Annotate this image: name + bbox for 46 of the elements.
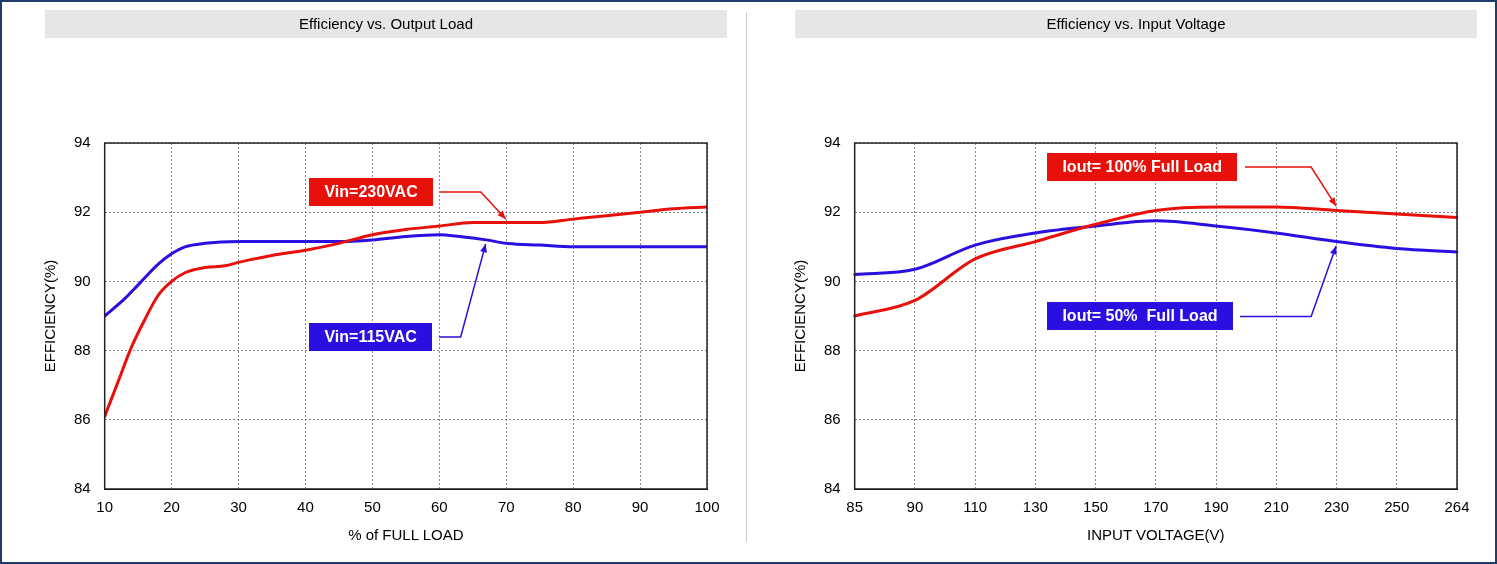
- line-series: [104, 205, 707, 418]
- x-tick-label: 20: [163, 498, 180, 516]
- x-tick-label: 190: [1203, 498, 1229, 516]
- y-tick-label: 88: [824, 340, 841, 358]
- y-tick-label: 84: [74, 479, 91, 497]
- x-tick-label: 90: [631, 498, 649, 516]
- x-tick-label: 264: [1444, 498, 1470, 516]
- y-tick-label: 94: [74, 133, 91, 151]
- y-axis-title: EFFICIENCY(%): [41, 259, 59, 373]
- x-tick-label: 10: [96, 498, 114, 516]
- x-tick-label: 40: [297, 498, 314, 516]
- x-tick-label: 150: [1083, 498, 1109, 516]
- y-tick-label: 90: [824, 271, 841, 289]
- line-series: [104, 233, 707, 318]
- y-tick-label: 92: [74, 202, 91, 220]
- y-tick-label: 94: [824, 133, 841, 151]
- x-tick-label: 250: [1384, 498, 1410, 516]
- x-axis-title: % of FULL LOAD: [348, 526, 464, 544]
- x-tick-label: 230: [1324, 498, 1350, 516]
- x-tick-label: 80: [564, 498, 582, 516]
- x-tick-label: 85: [846, 498, 864, 516]
- line-series: [853, 219, 1459, 276]
- y-tick-label: 92: [824, 202, 841, 220]
- y-tick-label: 90: [74, 271, 91, 289]
- x-tick-label: 170: [1143, 498, 1169, 516]
- y-tick-label: 86: [74, 409, 91, 427]
- y-tick-label: 84: [824, 479, 841, 497]
- x-tick-label: 70: [497, 498, 515, 516]
- x-tick-label: 60: [430, 498, 448, 516]
- y-tick-label: 88: [74, 340, 91, 358]
- series-label: Iout= 100% Full Load: [1047, 153, 1237, 182]
- x-tick-label: 130: [1022, 498, 1048, 516]
- x-tick-label: 50: [364, 498, 381, 516]
- x-axis-title: INPUT VOLTAGE(V): [1087, 526, 1225, 544]
- text: Iout= 50% Full Load: [1047, 302, 1233, 331]
- y-axis-title: EFFICIENCY(%): [791, 259, 809, 373]
- chart-title: Efficiency vs. Output Load: [45, 10, 727, 38]
- text: Vin=115VAC: [309, 322, 432, 351]
- x-tick-label: 100: [694, 498, 720, 516]
- x-tick-label: 30: [230, 498, 247, 516]
- y-tick-label: 86: [824, 409, 841, 427]
- series-label: Vin=230VAC: [309, 177, 433, 206]
- x-tick-label: 210: [1263, 498, 1289, 516]
- x-tick-label: 90: [906, 498, 924, 516]
- x-tick-label: 110: [963, 498, 988, 516]
- chart-title: Efficiency vs. Input Voltage: [795, 10, 1477, 38]
